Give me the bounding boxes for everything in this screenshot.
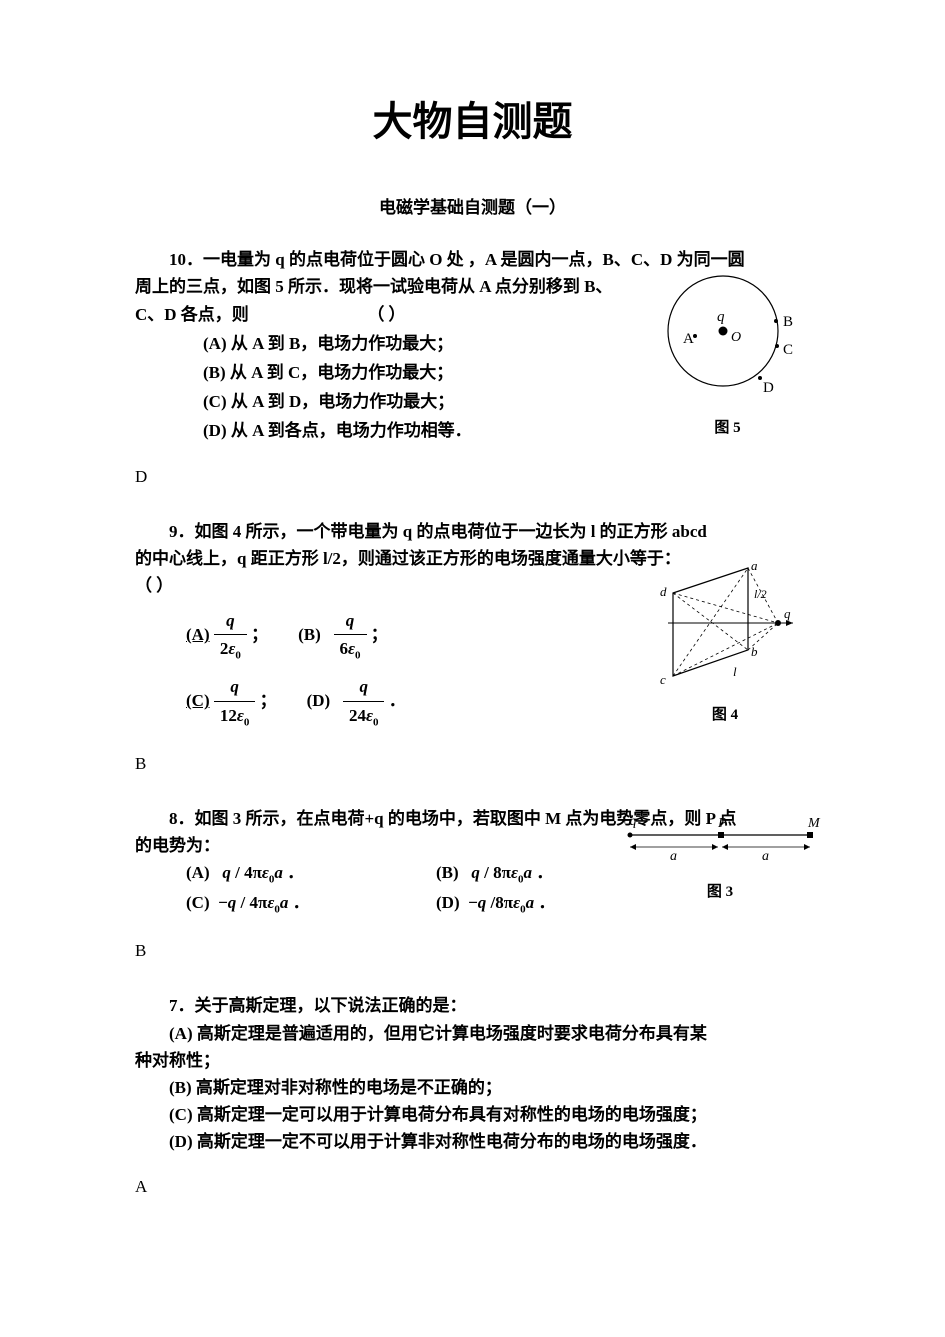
figure-5-svg: A B C D O q (645, 266, 810, 406)
q7-answer: A (135, 1173, 810, 1200)
q9-optA-label: (A) (186, 625, 210, 644)
fig3-P: P (717, 816, 727, 831)
main-title: 大物自测题 (135, 90, 810, 154)
q9-optC-label: (C) (186, 691, 210, 710)
fig5-O: O (731, 330, 741, 345)
figure-5: A B C D O q 图 5 (645, 266, 810, 440)
fig5-caption: 图 5 (645, 416, 810, 440)
q7-line1: 7．关于高斯定理，以下说法正确的是： (135, 992, 810, 1019)
fig5-B: B (783, 314, 793, 330)
fig4-q: q (784, 606, 791, 621)
q10-paren: （ ） (367, 305, 405, 324)
fig4-c: c (660, 672, 666, 687)
fig3-a1: a (670, 849, 677, 864)
q10-line3-text: C、D 各点，则 (135, 305, 249, 324)
figure-4: a b c d q l/2 l 图 4 (645, 558, 805, 727)
q9-answer: B (135, 750, 810, 777)
fig4-a: a (751, 558, 758, 573)
q8-optA: (A) q / 4πε0a ． (186, 859, 436, 889)
q7-optA: (A) 高斯定理是普遍适用的，但用它计算电场强度时要求电荷分布具有某 (135, 1020, 810, 1047)
fig4-b: b (751, 644, 758, 659)
figure-4-svg: a b c d q l/2 l (648, 558, 803, 693)
fig4-l2: l/2 (754, 587, 767, 601)
q8-answer: B (135, 937, 810, 964)
question-8: 8．如图 3 所示，在点电荷+q 的电场中，若取图中 M 点为电势零点，则 P … (135, 805, 810, 919)
fig3-q: +q (620, 814, 636, 829)
q9-fracB-den: 6ε0 (334, 635, 367, 665)
fig3-a2: a (762, 849, 769, 864)
q9-line1: 9．如图 4 所示，一个带电量为 q 的点电荷位于一边长为 l 的正方形 abc… (135, 518, 810, 545)
fig4-l: l (733, 664, 737, 679)
q7-optD: (D) 高斯定理一定不可以用于计算非对称性电荷分布的电场的电场强度． (135, 1128, 810, 1155)
q9-fracD-num: q (359, 677, 368, 696)
question-9: 9．如图 4 所示，一个带电量为 q 的点电荷位于一边长为 l 的正方形 abc… (135, 518, 810, 732)
q9-line1-text: 9．如图 4 所示，一个带电量为 q 的点电荷位于一边长为 l 的正方形 abc… (169, 522, 707, 541)
fig4-caption: 图 4 (645, 703, 805, 727)
q9-fracA-num: q (226, 611, 235, 630)
fig5-D: D (763, 380, 774, 396)
q9-fracC-num: q (230, 677, 239, 696)
q7-optA2: 种对称性； (135, 1047, 810, 1074)
q7-optC: (C) 高斯定理一定可以用于计算电荷分布具有对称性的电场的电场强度； (135, 1101, 810, 1128)
q9-fracD-den: 24ε0 (343, 702, 384, 732)
figure-3-svg: +q P M a a (610, 805, 830, 870)
question-7: 7．关于高斯定理，以下说法正确的是： (A) 高斯定理是普遍适用的，但用它计算电… (135, 992, 810, 1155)
fig3-caption: 图 3 (610, 880, 830, 904)
fig4-d: d (660, 584, 667, 599)
subtitle: 电磁学基础自测题（一） (135, 194, 810, 221)
fig5-q: q (717, 309, 725, 325)
q8-optC: (C) −q / 4πε0a ． (186, 889, 436, 919)
figure-3: +q P M a a 图 3 (610, 805, 830, 904)
q9-optD-label: (D) (307, 691, 331, 710)
q9-fracB-num: q (346, 611, 355, 630)
question-10: 10．一电量为 q 的点电荷位于圆心 O 处 ，A 是圆内一点，B、C、D 为同… (135, 246, 810, 444)
q9-optB-label: (B) (298, 625, 321, 644)
q10-answer: D (135, 463, 810, 490)
fig5-A: A (683, 331, 694, 347)
q9-fracA-den: 2ε0 (214, 635, 247, 665)
q7-optB: (B) 高斯定理对非对称性的电场是不正确的； (135, 1074, 810, 1101)
q9-fracC-den: 12ε0 (214, 702, 255, 732)
fig3-M: M (807, 816, 821, 831)
fig5-C: C (783, 342, 793, 358)
